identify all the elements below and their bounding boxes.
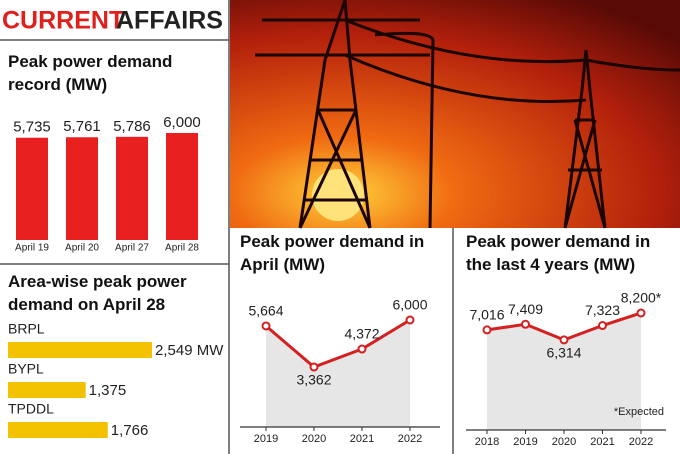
chart-title: Peak power demand in April (MW) bbox=[240, 232, 425, 274]
point bbox=[559, 335, 569, 345]
x-tick-label: April 28 bbox=[165, 243, 199, 254]
bar bbox=[8, 422, 108, 438]
value-label: 6,000 bbox=[392, 297, 427, 313]
point bbox=[261, 321, 271, 331]
value-label: 5,786 bbox=[113, 118, 151, 135]
value-label: 2,549 MW bbox=[155, 342, 224, 359]
header-title: CURRENT bbox=[2, 7, 124, 35]
x-tick-label: 2019 bbox=[254, 433, 278, 445]
x-tick-label: April 27 bbox=[115, 243, 149, 254]
point bbox=[357, 344, 367, 354]
x-tick-label: 2018 bbox=[475, 436, 499, 448]
category-label: TPDDL bbox=[8, 401, 54, 417]
x-tick-label: 2020 bbox=[552, 436, 576, 448]
point bbox=[636, 308, 646, 318]
point bbox=[521, 319, 530, 329]
point bbox=[309, 362, 319, 372]
value-label: 6,000 bbox=[163, 114, 201, 131]
value-label: 7,409 bbox=[508, 301, 543, 317]
chart-title: Peak power demand in the last 4 years (M… bbox=[466, 232, 651, 274]
value-label: 6,314 bbox=[546, 345, 581, 361]
x-tick-label: April 20 bbox=[65, 243, 99, 254]
point bbox=[405, 315, 415, 325]
value-label: 4,372 bbox=[344, 326, 379, 342]
photo bbox=[230, 0, 680, 229]
bar bbox=[66, 137, 98, 240]
value-label: 1,375 bbox=[89, 382, 127, 399]
x-tick-label: 2021 bbox=[350, 433, 374, 445]
x-tick-label: 2020 bbox=[302, 433, 326, 445]
x-tick-label: 2021 bbox=[590, 436, 614, 448]
value-label: 7,016 bbox=[469, 307, 504, 323]
x-tick-label: April 19 bbox=[15, 243, 49, 254]
bar bbox=[116, 136, 148, 240]
value-label: 7,323 bbox=[585, 302, 620, 318]
value-label: 5,761 bbox=[63, 118, 101, 135]
value-label: 1,766 bbox=[111, 422, 149, 439]
line bbox=[265, 318, 411, 369]
bar bbox=[16, 137, 48, 240]
category-label: BYPL bbox=[8, 361, 44, 377]
chart-title: Peak power demand record (MW) bbox=[8, 52, 173, 94]
x-tick-label: 2019 bbox=[513, 436, 537, 448]
value-label: 8,200* bbox=[621, 290, 662, 306]
chart-title: Area-wise peak power demand on April 28 bbox=[8, 272, 187, 314]
area bbox=[266, 320, 410, 427]
bar bbox=[8, 382, 86, 398]
bar bbox=[166, 133, 198, 240]
x-tick-label: 2022 bbox=[398, 433, 422, 445]
value-label: 5,735 bbox=[13, 119, 51, 136]
header-title: AFFAIRS bbox=[116, 7, 223, 35]
category-label: BRPL bbox=[8, 321, 45, 337]
point bbox=[482, 325, 492, 335]
point bbox=[598, 321, 607, 331]
x-tick-label: 2022 bbox=[629, 436, 653, 448]
value-label: 3,362 bbox=[296, 372, 331, 388]
value-label: 5,664 bbox=[248, 303, 283, 319]
annotation: *Expected bbox=[614, 406, 664, 418]
area bbox=[487, 313, 641, 430]
bar bbox=[8, 342, 152, 358]
